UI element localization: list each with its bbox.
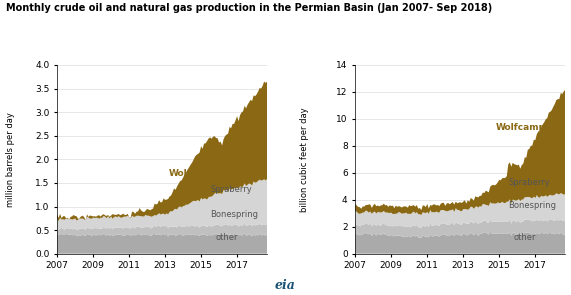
Y-axis label: million barrels per day: million barrels per day xyxy=(6,112,15,207)
Text: Bonespring: Bonespring xyxy=(508,201,556,210)
Y-axis label: billion cubic feet per day: billion cubic feet per day xyxy=(300,107,309,212)
Text: Spraberry: Spraberry xyxy=(210,185,252,194)
Text: Monthly crude oil and natural gas production in the Permian Basin (Jan 2007- Sep: Monthly crude oil and natural gas produc… xyxy=(6,3,492,13)
Text: other: other xyxy=(514,233,536,242)
Text: Wolfcamp: Wolfcamp xyxy=(496,123,546,132)
Text: Bonespring: Bonespring xyxy=(210,210,258,219)
Text: Spraberry: Spraberry xyxy=(508,178,550,187)
Text: eia: eia xyxy=(275,279,296,292)
Text: Wolfcamp: Wolfcamp xyxy=(168,169,219,178)
Text: other: other xyxy=(215,233,238,242)
